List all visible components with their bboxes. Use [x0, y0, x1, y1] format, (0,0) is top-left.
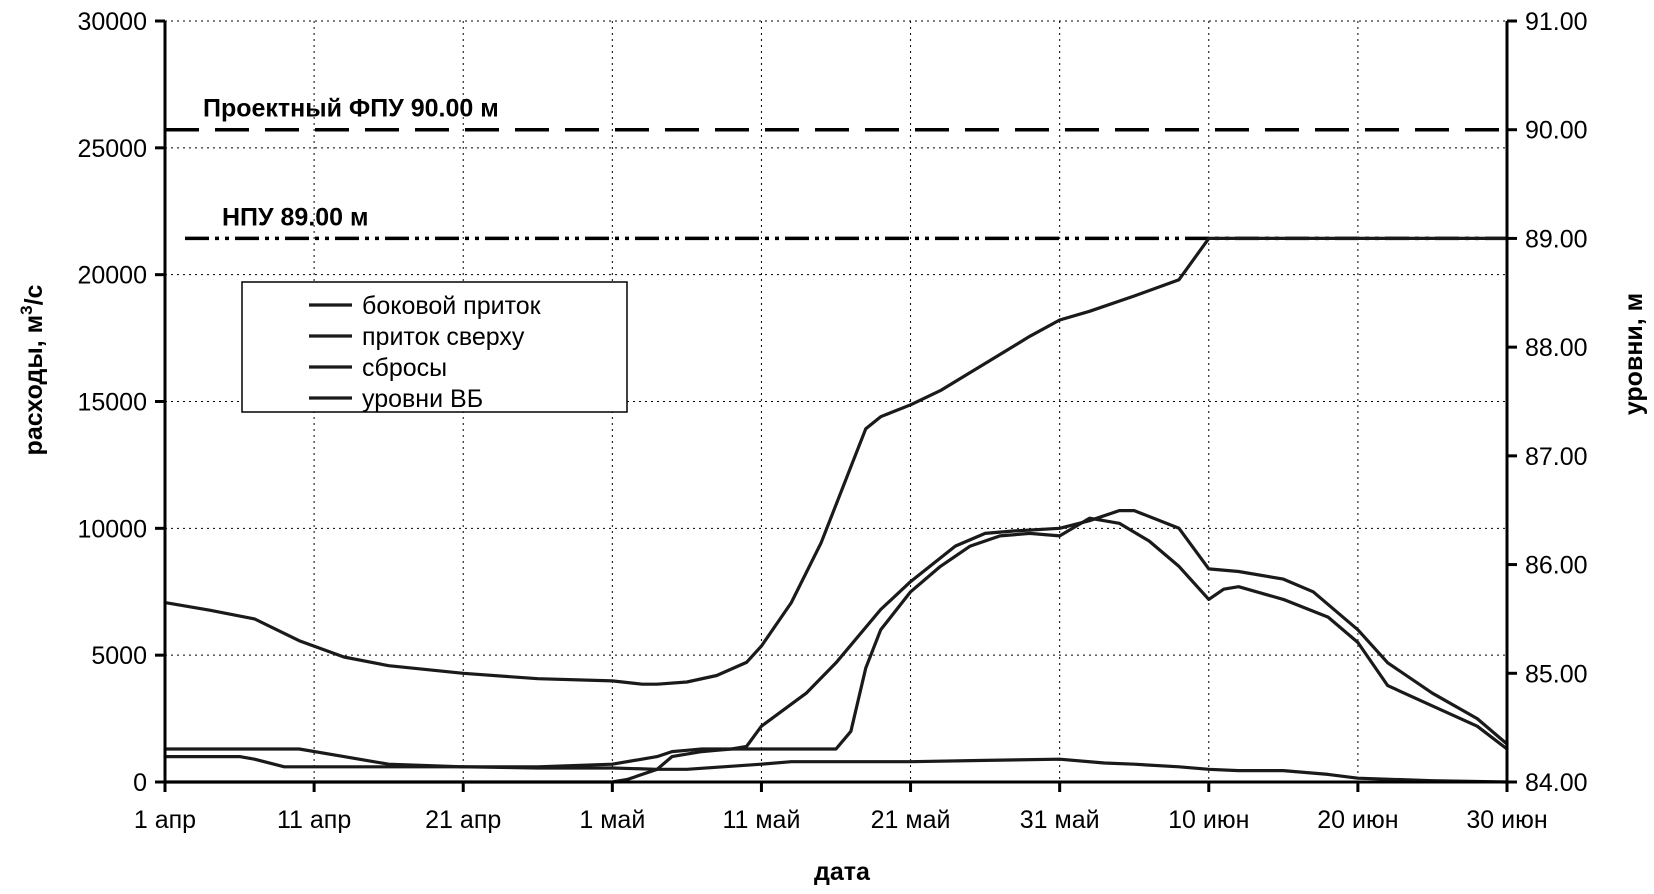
left-y-axis-title-suffix: /с	[20, 284, 48, 305]
right-y-tick-label: 89.00	[1525, 225, 1588, 253]
series-line-3	[163, 236, 1509, 686]
x-tick-label: 11 апр	[277, 806, 351, 834]
legend-items: боковой приток приток сверху сбросы уровни …	[309, 292, 542, 413]
right-y-tick-label: 84.00	[1525, 769, 1588, 797]
x-tick-label: 20 июн	[1317, 806, 1398, 834]
reference-label-fpu: Проектный ФПУ 90.00 м	[203, 95, 499, 123]
right-y-axis-title: уровни, м	[1620, 293, 1648, 415]
series-line-0	[163, 754, 1509, 784]
legend-label: уровни ВБ	[362, 385, 483, 413]
left-y-axis-title-sup: 3	[17, 305, 36, 314]
x-tick-label: 21 май	[871, 806, 951, 834]
right-y-tick-label: 87.00	[1525, 443, 1588, 471]
ticks: 0 5000 10000 15000 20000 25000 30000 84.00 85.00…	[77, 8, 1587, 834]
reference-label-npu: НПУ 89.00 м	[222, 203, 369, 231]
x-axis-title: дата	[814, 858, 871, 886]
x-tick-label: 30 июн	[1466, 806, 1547, 834]
legend-label: сбросы	[362, 354, 447, 382]
left-y-tick-label: 20000	[77, 262, 147, 290]
left-y-tick-label: 15000	[77, 389, 147, 417]
right-y-tick-label: 90.00	[1525, 117, 1588, 145]
series-line-2	[163, 516, 1509, 784]
left-y-tick-label: 30000	[77, 8, 147, 36]
left-y-tick-label: 0	[133, 769, 147, 797]
left-y-axis-title: расходы, м3/с	[17, 284, 48, 455]
right-y-tick-label: 88.00	[1525, 334, 1588, 362]
x-tick-label: 11 май	[722, 806, 800, 834]
legend: боковой приток приток сверху сбросы уровни …	[241, 281, 628, 413]
left-y-tick-label: 5000	[91, 642, 147, 670]
legend-label: боковой приток	[362, 292, 542, 320]
x-tick-label: 10 июн	[1168, 806, 1249, 834]
left-y-tick-label: 10000	[77, 515, 147, 543]
left-y-tick-label: 25000	[77, 135, 147, 163]
right-y-tick-label: 91.00	[1525, 8, 1588, 36]
left-y-axis-title-prefix: расходы, м	[20, 315, 48, 456]
x-tick-label: 1 апр	[134, 806, 196, 834]
legend-box	[241, 281, 628, 413]
right-y-tick-label: 85.00	[1525, 660, 1588, 688]
x-tick-label: 1 май	[579, 806, 645, 834]
reference-lines: Проектный ФПУ 90.00 м НПУ 89.00 м	[165, 95, 1507, 241]
right-y-tick-label: 86.00	[1525, 552, 1588, 580]
series-line-1	[163, 509, 1509, 769]
series-lines	[163, 236, 1509, 784]
x-tick-label: 31 май	[1020, 806, 1100, 834]
x-tick-label: 21 апр	[425, 806, 501, 834]
legend-label: приток сверху	[362, 323, 525, 351]
